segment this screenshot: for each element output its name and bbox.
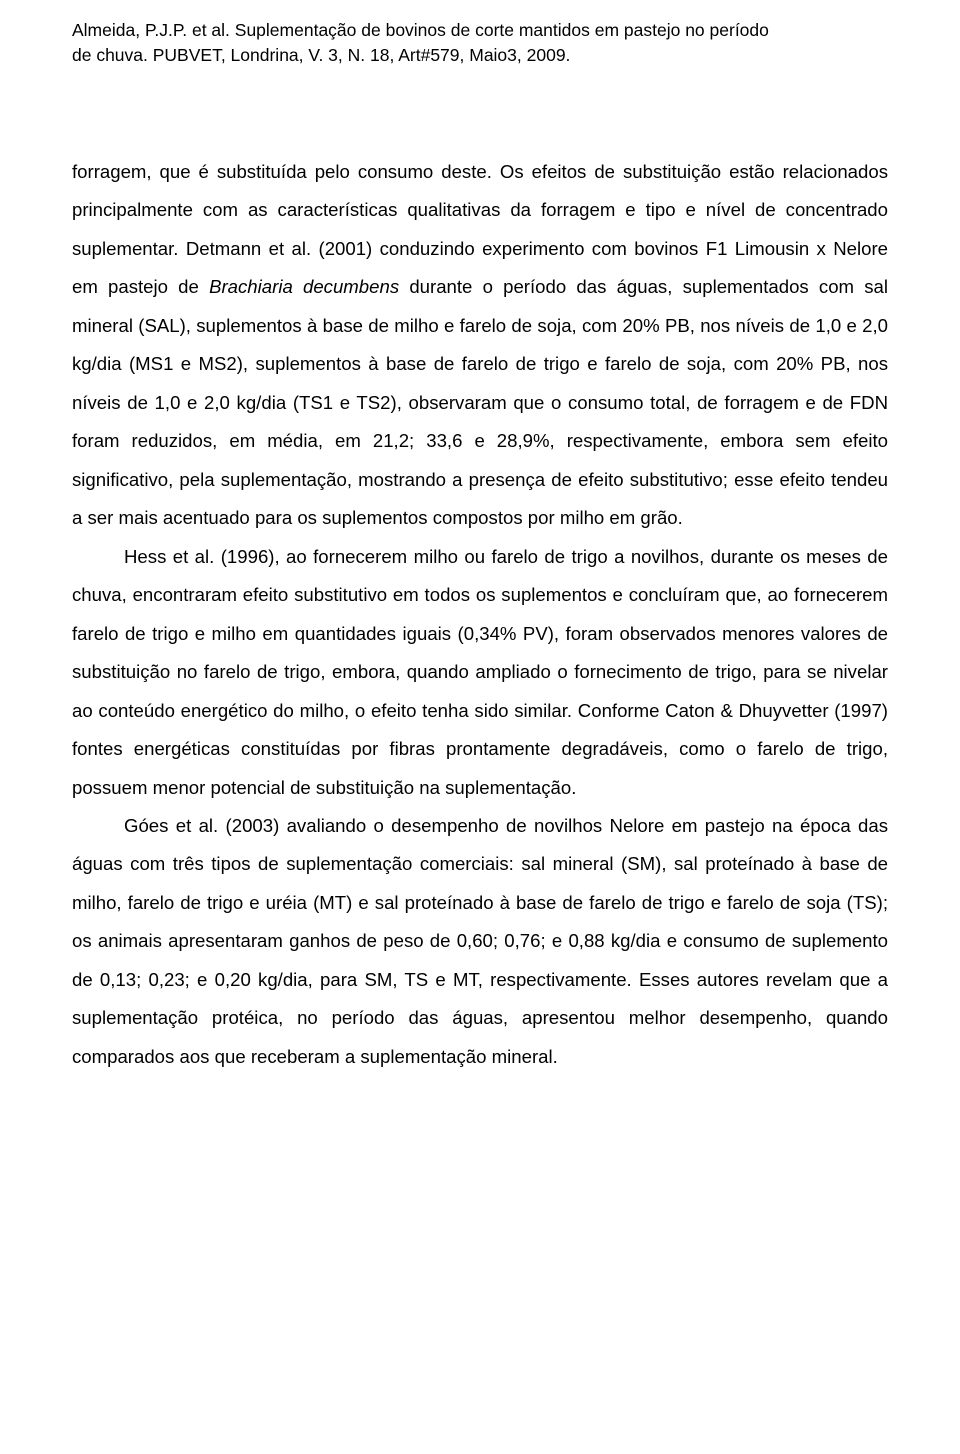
- body-text: forragem, que é substituída pelo consumo…: [72, 153, 888, 1077]
- p1-italic-species: Brachiaria decumbens: [209, 276, 399, 297]
- header-line-1: Almeida, P.J.P. et al. Suplementação de …: [72, 20, 769, 40]
- paragraph-2: Hess et al. (1996), ao fornecerem milho …: [72, 538, 888, 807]
- p1-part-b: durante o período das águas, suplementad…: [72, 276, 888, 528]
- running-header: Almeida, P.J.P. et al. Suplementação de …: [72, 18, 888, 69]
- document-page: Almeida, P.J.P. et al. Suplementação de …: [0, 0, 960, 1454]
- paragraph-1: forragem, que é substituída pelo consumo…: [72, 153, 888, 538]
- header-line-2: de chuva. PUBVET, Londrina, V. 3, N. 18,…: [72, 45, 570, 65]
- paragraph-3: Góes et al. (2003) avaliando o desempenh…: [72, 807, 888, 1076]
